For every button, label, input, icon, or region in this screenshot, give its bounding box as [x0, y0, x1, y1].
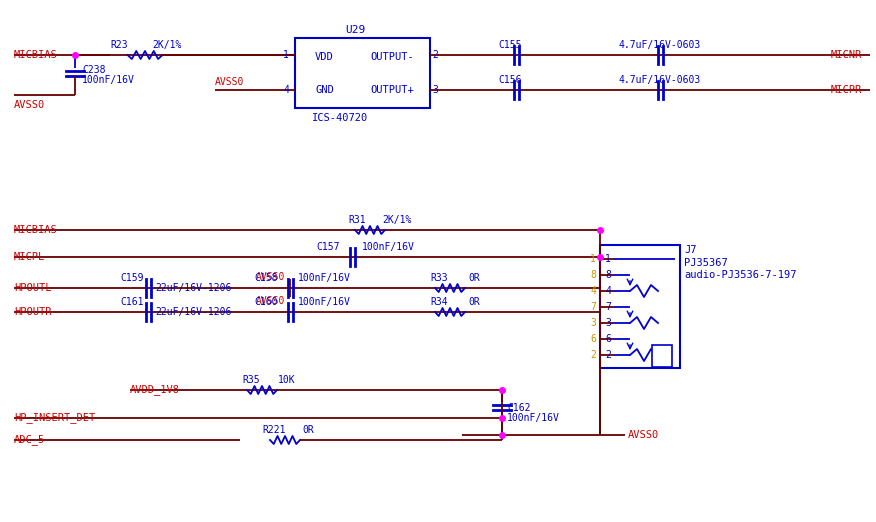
Text: C160: C160 [255, 297, 278, 307]
Text: HP_INSERT_DET: HP_INSERT_DET [14, 412, 95, 423]
Text: U29: U29 [345, 25, 365, 35]
Text: AVSS0: AVSS0 [256, 272, 286, 282]
Text: 4: 4 [590, 286, 596, 296]
Text: C159: C159 [120, 273, 144, 283]
Text: audio-PJ3536-7-197: audio-PJ3536-7-197 [684, 270, 796, 280]
Text: R34: R34 [430, 297, 448, 307]
Text: 8: 8 [605, 270, 611, 280]
Text: 2: 2 [432, 50, 438, 60]
Text: R221: R221 [262, 425, 286, 435]
Text: MICPL: MICPL [14, 252, 46, 262]
Text: AVSS0: AVSS0 [215, 77, 244, 87]
Text: ADC_5: ADC_5 [14, 434, 46, 445]
Text: 2: 2 [605, 350, 611, 360]
Text: C158: C158 [255, 273, 278, 283]
Text: MICBIAS: MICBIAS [14, 225, 58, 235]
Text: 22uF/16V-1206: 22uF/16V-1206 [155, 307, 231, 317]
Text: 100nF/16V: 100nF/16V [298, 273, 351, 283]
Text: MICNR: MICNR [830, 50, 862, 60]
Text: R33: R33 [430, 273, 448, 283]
Text: VDD: VDD [315, 52, 334, 62]
Text: OUTPUT-: OUTPUT- [370, 52, 413, 62]
Text: OUTPUT+: OUTPUT+ [370, 85, 413, 95]
Text: ICS-40720: ICS-40720 [312, 113, 368, 123]
Text: MICBIAS: MICBIAS [14, 50, 58, 60]
Text: MICPR: MICPR [830, 85, 862, 95]
Text: 7: 7 [590, 302, 596, 312]
Text: 0R: 0R [468, 273, 480, 283]
Text: 4.7uF/16V-0603: 4.7uF/16V-0603 [618, 40, 701, 50]
Text: C156: C156 [498, 75, 522, 85]
Text: R31: R31 [348, 215, 365, 225]
Text: 6: 6 [605, 334, 611, 344]
Text: 0R: 0R [468, 297, 480, 307]
Text: C238: C238 [82, 65, 105, 75]
Text: 2K/1%: 2K/1% [152, 40, 181, 50]
Text: PJ35367: PJ35367 [684, 258, 728, 268]
Text: C161: C161 [120, 297, 144, 307]
Text: 1: 1 [605, 254, 611, 264]
Text: 22uF/16V-1206: 22uF/16V-1206 [155, 283, 231, 293]
Text: GND: GND [315, 85, 334, 95]
Text: 100nF/16V: 100nF/16V [298, 297, 351, 307]
Bar [652, 345, 672, 367]
Text: 3: 3 [432, 85, 438, 95]
Text: 1: 1 [590, 254, 596, 264]
Text: AVSS0: AVSS0 [14, 100, 46, 110]
Text: 4: 4 [605, 286, 611, 296]
Text: HPOUTL: HPOUTL [14, 283, 52, 293]
Text: R23: R23 [110, 40, 128, 50]
Text: AVSS0: AVSS0 [628, 430, 660, 440]
Text: 8: 8 [590, 270, 596, 280]
Text: 1: 1 [283, 50, 289, 60]
Bar [295, 38, 430, 108]
Text: 100nF/16V: 100nF/16V [507, 413, 560, 423]
Text: 100nF/16V: 100nF/16V [82, 75, 135, 85]
Text: AVDD_1V8: AVDD_1V8 [130, 385, 180, 396]
Text: 7: 7 [605, 302, 611, 312]
Text: 3: 3 [605, 318, 611, 328]
Text: 3: 3 [590, 318, 596, 328]
Text: C157: C157 [316, 242, 340, 252]
Text: 0R: 0R [302, 425, 314, 435]
Bar [600, 245, 680, 368]
Text: J7: J7 [684, 245, 696, 255]
Text: HPOUTR: HPOUTR [14, 307, 52, 317]
Text: C162: C162 [507, 403, 531, 413]
Text: 10K: 10K [278, 375, 295, 385]
Text: 4: 4 [283, 85, 289, 95]
Text: 6: 6 [590, 334, 596, 344]
Text: 2: 2 [590, 350, 596, 360]
Text: 4.7uF/16V-0603: 4.7uF/16V-0603 [618, 75, 701, 85]
Text: 100nF/16V: 100nF/16V [362, 242, 415, 252]
Text: 2K/1%: 2K/1% [382, 215, 412, 225]
Text: C155: C155 [498, 40, 522, 50]
Text: AVSS0: AVSS0 [256, 296, 286, 306]
Text: R35: R35 [242, 375, 259, 385]
